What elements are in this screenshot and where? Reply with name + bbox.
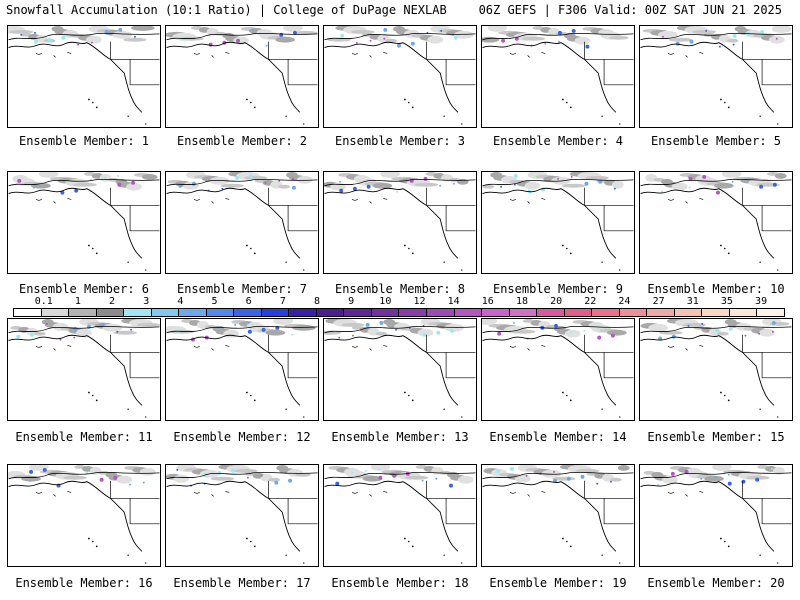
colorbar-tick: 4: [177, 296, 184, 307]
colorbar-tick: 9: [348, 296, 355, 307]
colorbar-segment: [179, 309, 207, 316]
colorbar-tick: 14: [447, 296, 460, 307]
ensemble-member-label: Ensemble Member: 10: [647, 282, 785, 296]
colorbar-segment: [41, 309, 70, 316]
ensemble-member-label: Ensemble Member: 8: [334, 282, 466, 296]
colorbar-segment: [261, 309, 290, 316]
colorbar-segment: [289, 309, 317, 316]
ensemble-member-map: [7, 25, 161, 128]
ensemble-member-map: [323, 171, 477, 274]
ensemble-member-map: [323, 318, 477, 421]
ensemble-member-map: [323, 25, 477, 128]
ensemble-member-label: Ensemble Member: 13: [331, 430, 469, 444]
colorbar-tick: 3: [143, 296, 150, 307]
colorbar-segment: [564, 309, 593, 316]
ensemble-member-map: [639, 464, 793, 567]
ensemble-member-map: [7, 318, 161, 421]
map-title: Snowfall Accumulation (10:1 Ratio) | Col…: [6, 3, 447, 17]
colorbar-tick: 24: [618, 296, 631, 307]
ensemble-member-map: [481, 171, 635, 274]
ensemble-member-map: [323, 464, 477, 567]
colorbar-tick-labels: 0.1 1 2 3 4 5 6 7 8 9 10 12 14 16 18 20 22 24 27 31 35 39: [13, 296, 785, 308]
ensemble-member-label: Ensemble Member: 6: [18, 282, 150, 296]
ensemble-member-label: Ensemble Member: 9: [492, 282, 624, 296]
colorbar-tick: 39: [755, 296, 768, 307]
colorbar-tick: 7: [279, 296, 286, 307]
colorbar-tick: 2: [109, 296, 116, 307]
colorbar-tick: 18: [515, 296, 528, 307]
colorbar-segment: [234, 309, 262, 316]
ensemble-member-label: Ensemble Member: 15: [647, 430, 785, 444]
colorbar-tick: 31: [686, 296, 699, 307]
ensemble-member-label: Ensemble Member: 18: [331, 576, 469, 590]
colorbar-segment: [344, 309, 372, 316]
colorbar-tick: 1: [74, 296, 81, 307]
ensemble-member-label: Ensemble Member: 7: [176, 282, 308, 296]
colorbar-segment: [14, 309, 42, 316]
ensemble-member-label: Ensemble Member: 3: [334, 134, 466, 148]
colorbar-segment: [151, 309, 180, 316]
colorbar-segment: [206, 309, 235, 316]
colorbar-tick: 6: [245, 296, 252, 307]
ensemble-member-label: Ensemble Member: 1: [18, 134, 150, 148]
ensemble-member-map: [639, 25, 793, 128]
ensemble-member-map: [481, 464, 635, 567]
snowfall-colorbar: [13, 308, 785, 317]
ensemble-member-map: [7, 171, 161, 274]
ensemble-member-map: [481, 318, 635, 421]
colorbar-segment: [592, 309, 620, 316]
colorbar-tick: 10: [379, 296, 392, 307]
ensemble-member-map: [639, 318, 793, 421]
colorbar-segment: [647, 309, 675, 316]
colorbar-tick: 35: [720, 296, 733, 307]
ensemble-member-map: [165, 318, 319, 421]
colorbar-segment: [96, 309, 125, 316]
colorbar-segment: [426, 309, 455, 316]
colorbar-tick: 8: [314, 296, 321, 307]
colorbar-tick: 16: [481, 296, 494, 307]
colorbar-tick: 22: [584, 296, 597, 307]
colorbar-segment: [729, 309, 758, 316]
ensemble-member-label: Ensemble Member: 12: [173, 430, 311, 444]
ensemble-member-label: Ensemble Member: 14: [489, 430, 627, 444]
ensemble-member-label: Ensemble Member: 20: [647, 576, 785, 590]
colorbar-segment: [371, 309, 400, 316]
colorbar-tick: 12: [413, 296, 426, 307]
colorbar-segment: [702, 309, 730, 316]
colorbar-segment: [619, 309, 648, 316]
ensemble-member-label: Ensemble Member: 2: [176, 134, 308, 148]
colorbar-segment: [757, 309, 784, 316]
colorbar-segment: [316, 309, 345, 316]
colorbar-segment: [454, 309, 483, 316]
colorbar-segment: [482, 309, 510, 316]
colorbar-segment: [537, 309, 565, 316]
colorbar-tick: 5: [211, 296, 218, 307]
ensemble-member-map: [165, 171, 319, 274]
ensemble-member-label: Ensemble Member: 4: [492, 134, 624, 148]
ensemble-member-map: [481, 25, 635, 128]
ensemble-member-map: [7, 464, 161, 567]
ensemble-member-map: [639, 171, 793, 274]
ensemble-member-map: [165, 464, 319, 567]
colorbar-segment: [509, 309, 538, 316]
ensemble-member-label: Ensemble Member: 5: [650, 134, 782, 148]
colorbar-tick: 27: [652, 296, 665, 307]
colorbar-tick: 0.1: [34, 296, 53, 307]
colorbar-segment: [124, 309, 152, 316]
run-valid-time: 06Z GEFS | F306 Valid: 00Z SAT JUN 21 20…: [478, 3, 782, 17]
colorbar-segment: [674, 309, 703, 316]
ensemble-member-map: [165, 25, 319, 128]
ensemble-member-label: Ensemble Member: 19: [489, 576, 627, 590]
colorbar-segment: [399, 309, 427, 316]
colorbar-segment: [69, 309, 97, 316]
ensemble-member-label: Ensemble Member: 16: [15, 576, 153, 590]
ensemble-member-label: Ensemble Member: 11: [15, 430, 153, 444]
ensemble-member-label: Ensemble Member: 17: [173, 576, 311, 590]
colorbar-tick: 20: [550, 296, 563, 307]
